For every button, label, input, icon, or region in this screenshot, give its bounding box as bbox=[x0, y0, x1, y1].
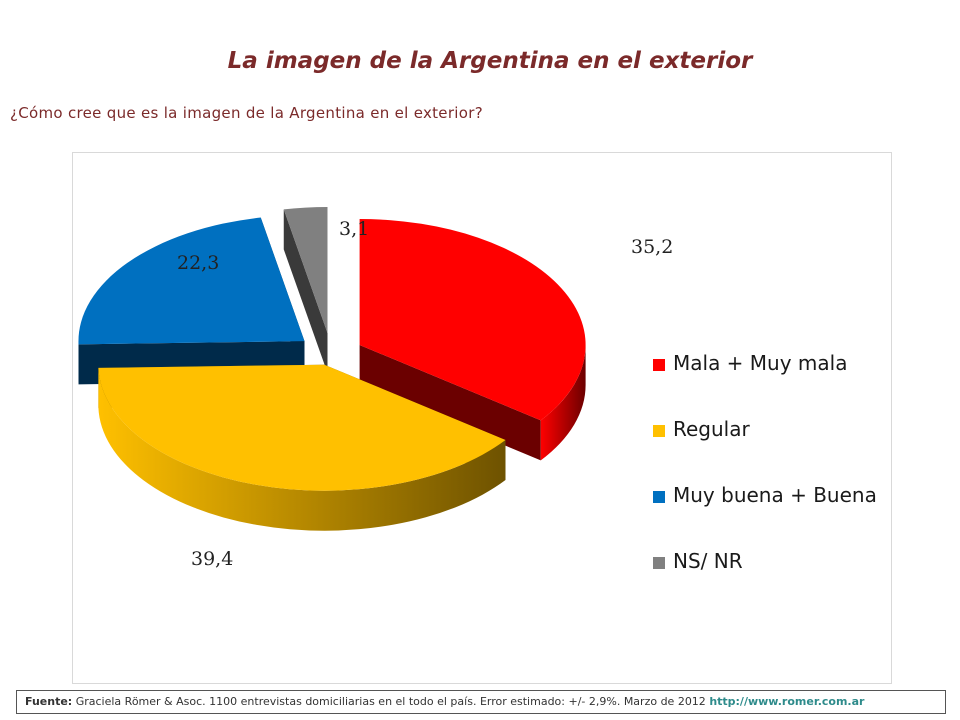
data-label-2: 22,3 bbox=[177, 252, 219, 274]
page-title: La imagen de la Argentina en el exterior bbox=[227, 48, 753, 74]
survey-question: ¿Cómo cree que es la imagen de la Argent… bbox=[10, 104, 483, 122]
data-label-0: 35,2 bbox=[631, 236, 673, 258]
pie-slice-wall bbox=[283, 209, 328, 374]
footer-text: Graciela Römer & Asoc. 1100 entrevistas … bbox=[72, 695, 710, 708]
pie-slice-side bbox=[540, 345, 586, 461]
pie-slice-3 bbox=[283, 207, 328, 374]
legend-swatch bbox=[653, 491, 665, 503]
pie-slice-top bbox=[98, 364, 506, 491]
data-label-1: 39,4 bbox=[191, 548, 233, 570]
chart-area: 35,2 39,4 22,3 3,1 Mala + Muy mala Regular Mu… bbox=[72, 152, 892, 684]
legend-swatch bbox=[653, 359, 665, 371]
legend-swatch bbox=[653, 425, 665, 437]
legend-label: Muy buena + Buena bbox=[673, 483, 877, 507]
legend-label: Mala + Muy mala bbox=[673, 351, 848, 375]
source-link[interactable]: http://www.romer.com.ar bbox=[709, 695, 865, 708]
footer-label: Fuente: bbox=[25, 695, 73, 708]
pie-chart: 35,2 39,4 22,3 3,1 bbox=[78, 207, 673, 570]
legend-label: Regular bbox=[673, 417, 750, 441]
pie-slice-side bbox=[98, 367, 506, 531]
legend-swatch bbox=[653, 557, 665, 569]
source-footer: Fuente: Graciela Römer & Asoc. 1100 entr… bbox=[16, 690, 946, 714]
pie-slice-top bbox=[283, 207, 328, 334]
pie-slice-0 bbox=[359, 219, 586, 461]
pie-slice-top bbox=[359, 219, 586, 421]
pie-slice-top bbox=[78, 217, 305, 345]
pie-slice-2 bbox=[78, 217, 305, 385]
legend-label: NS/ NR bbox=[673, 549, 743, 573]
pie-slice-wall bbox=[359, 345, 541, 461]
pie-slice-1 bbox=[98, 364, 506, 531]
data-label-3: 3,1 bbox=[339, 218, 369, 240]
